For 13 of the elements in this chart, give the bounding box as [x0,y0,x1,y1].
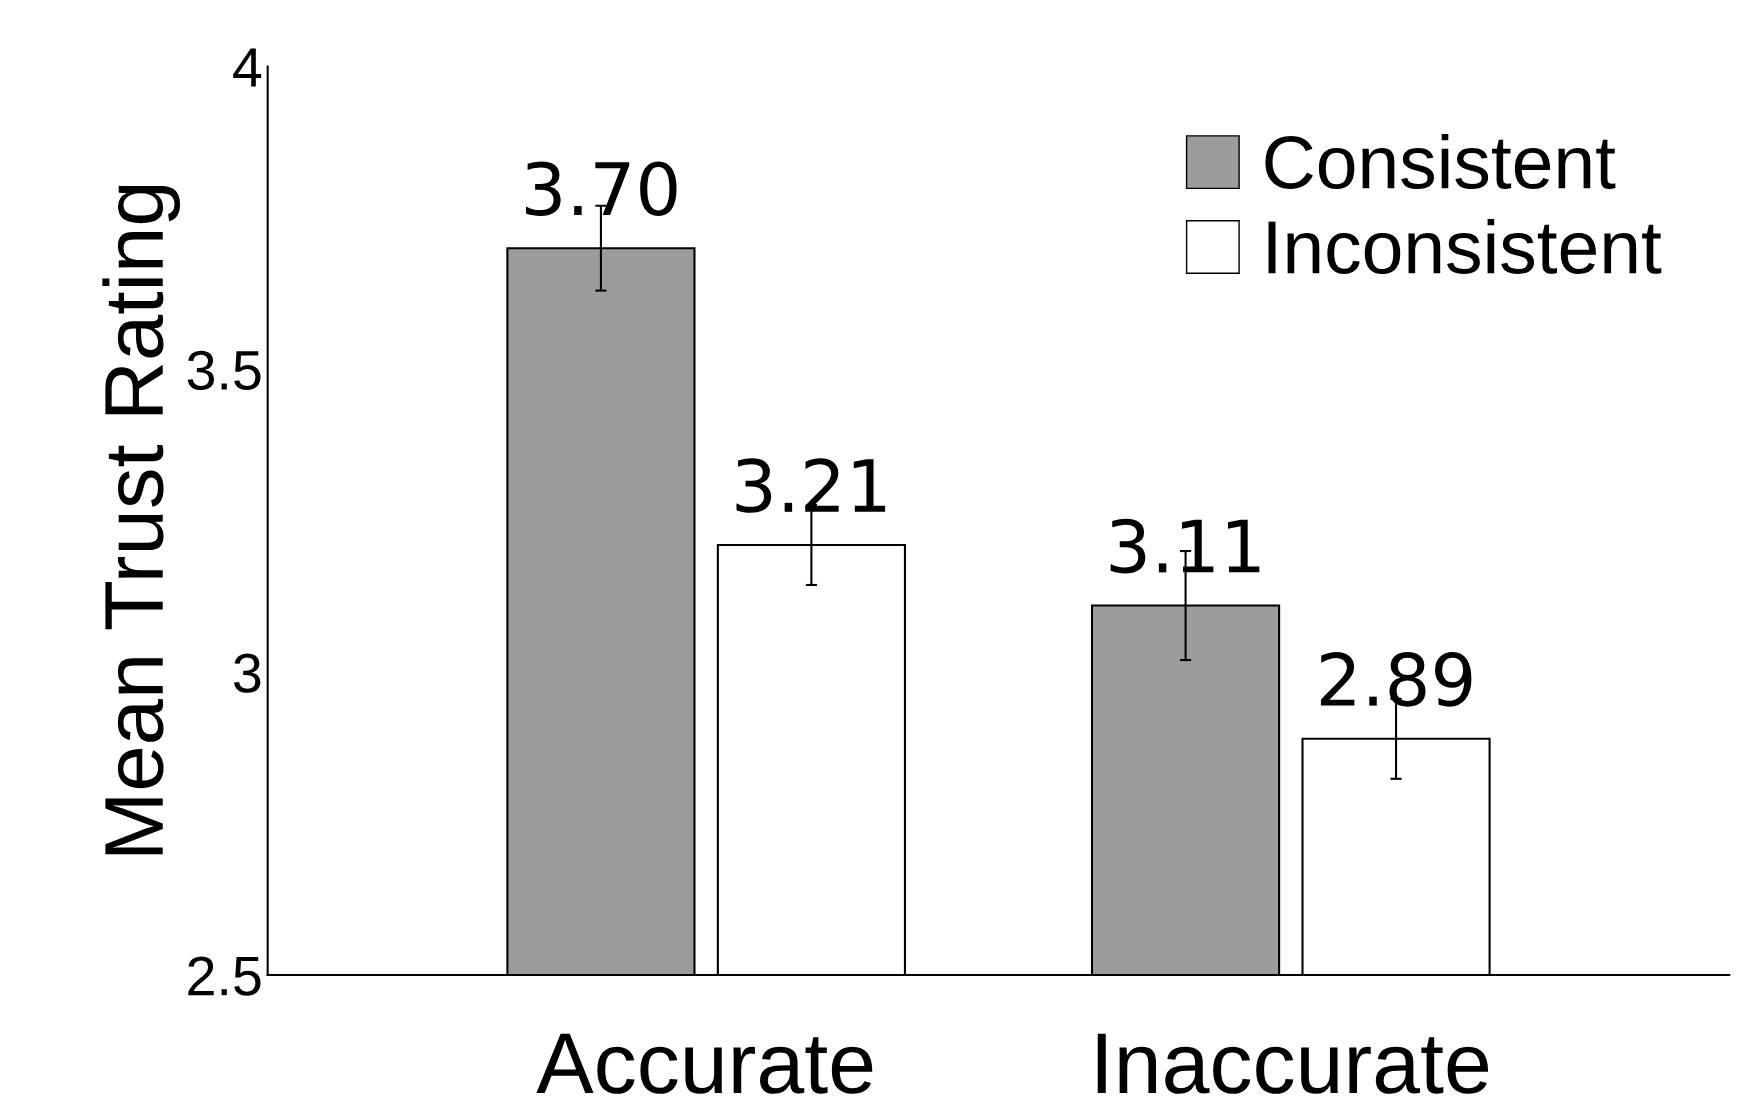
y-tick-label: 2.5 [188,956,261,996]
data-label: 3.11 [1110,518,1260,574]
legend-label: Consistent [1265,133,1616,190]
y-tick-label: 4 [233,48,262,87]
data-label: 3.70 [526,161,677,217]
legend-label: Inconsistent [1268,218,1662,274]
x-tick-label: Accurate [536,1033,873,1094]
x-tick-label: Inaccurate [1097,1033,1489,1094]
data-label: 3.21 [736,458,886,513]
y-tick-label: 3.5 [187,350,261,391]
data-label: 2.89 [1320,652,1472,707]
y-axis-title: Mean Trust Rating [102,185,181,855]
y-tick-label: 3 [234,653,261,693]
